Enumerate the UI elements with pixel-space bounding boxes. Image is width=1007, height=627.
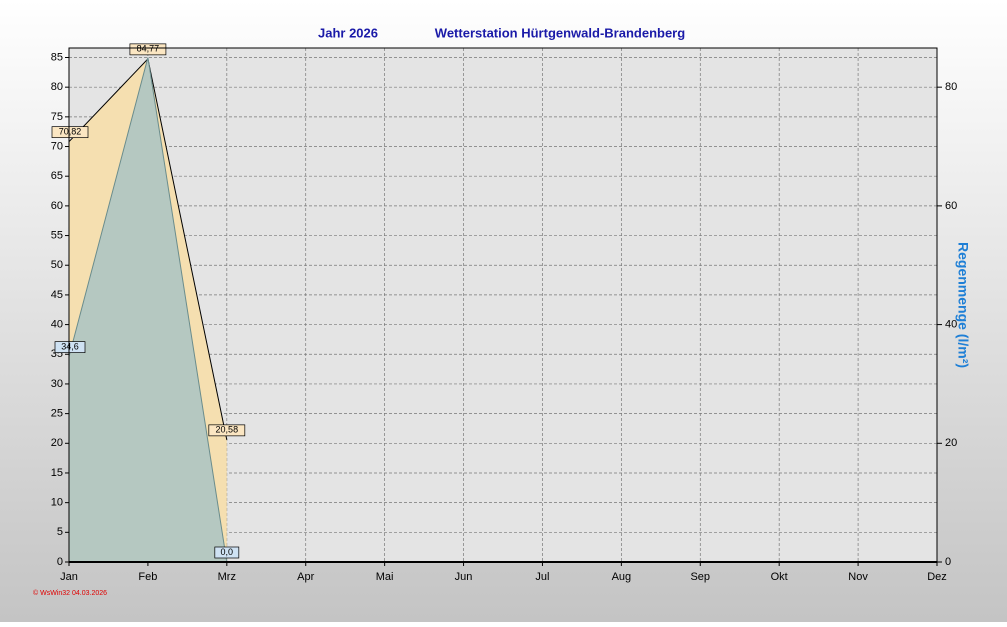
y-tick-label: 20 (51, 437, 63, 449)
y-tick-label: 15 (51, 467, 63, 479)
value-label-box (208, 424, 246, 437)
value-label: 70,82 (59, 127, 82, 137)
footer: © WsWin32 04.03.2026 (33, 589, 107, 597)
x-tick-label: Apr (297, 571, 314, 583)
y-tick-label: 25 (51, 408, 63, 420)
x-tick-label: Jan (60, 571, 78, 583)
y-tick-label: 65 (51, 170, 63, 182)
y-tick-label: 10 (51, 497, 63, 509)
y-tick-label: 40 (51, 318, 63, 330)
value-label: 84,77 (137, 44, 160, 54)
x-tick-label: Jun (455, 571, 473, 583)
value-label: 20,58 (216, 425, 239, 435)
y-tick-label: 0 (57, 556, 63, 568)
x-tick-label: Feb (138, 571, 157, 583)
value-label-box (214, 546, 240, 559)
chart-title: Jahr 2026 (318, 25, 378, 40)
x-tick-label: Jul (535, 571, 549, 583)
x-tick-label: Aug (612, 571, 632, 583)
value-label-box (54, 341, 86, 353)
x-tick-label: Sep (690, 571, 710, 583)
y-tick-label: 85 (51, 51, 63, 63)
area (69, 57, 227, 563)
y-tick-label: 55 (51, 229, 63, 241)
x-tick-label: Dez (927, 571, 947, 583)
value-label-box (51, 126, 89, 139)
value-label: 0,0 (221, 547, 234, 557)
y2-tick-label: 60 (945, 200, 957, 212)
y2-tick-label: 40 (945, 318, 957, 330)
y2-tick-label: 20 (945, 437, 957, 449)
y2-tick-label: 80 (945, 81, 957, 93)
x-tick-label: Mrz (218, 571, 236, 583)
y-tick-label: 60 (51, 200, 63, 212)
x-tick-label: Nov (848, 571, 868, 583)
y-tick-label: 80 (51, 81, 63, 93)
y-tick-label: 50 (51, 259, 63, 271)
y2-axis-title: Regenmenge (l/m²) (955, 242, 971, 368)
value-label: 34,6 (61, 342, 79, 352)
x-tick-label: Mai (376, 571, 394, 583)
series-line (68, 57, 228, 563)
chart-subtitle: Wetterstation Hürtgenwald-Brandenberg (435, 25, 685, 40)
y2-tick-label: 0 (945, 556, 951, 568)
x-tick-label: Okt (771, 571, 788, 583)
y-tick-label: 30 (51, 378, 63, 390)
y-tick-label: 75 (51, 111, 63, 123)
value-label-box (129, 43, 167, 56)
y-tick-label: 70 (51, 140, 63, 152)
y-tick-label: 45 (51, 289, 63, 301)
y-tick-label: 5 (57, 526, 63, 538)
